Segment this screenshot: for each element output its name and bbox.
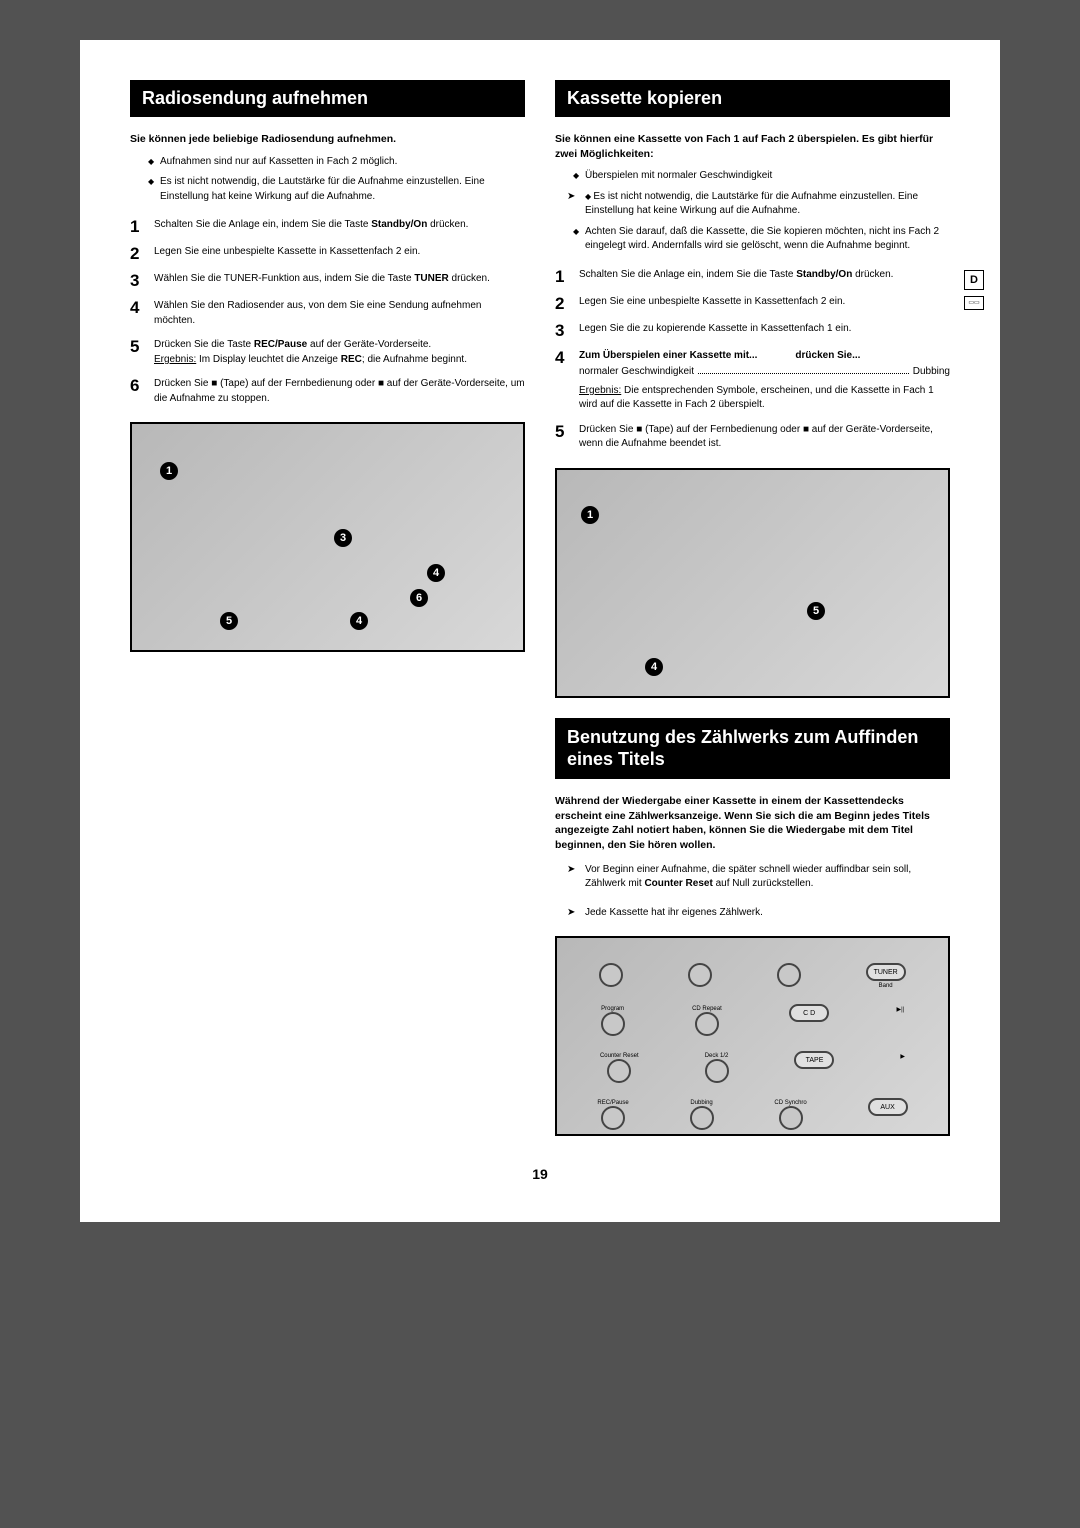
step: 5 Drücken Sie ■ (Tape) auf der Fernbedie…: [555, 423, 950, 452]
bullet-item: Es ist nicht notwendig, die Lautstärke f…: [130, 175, 525, 204]
step-number: 3: [130, 272, 154, 289]
bullet-item: Achten Sie darauf, daß die Kassette, die…: [555, 225, 950, 254]
step: 1 Schalten Sie die Anlage ein, indem Sie…: [130, 218, 525, 235]
arrow-note: Vor Beginn einer Aufnahme, die später sc…: [555, 863, 950, 892]
step-number: 3: [555, 322, 579, 339]
step: 2 Legen Sie eine unbespielte Kassette in…: [555, 295, 950, 312]
step-text: Legen Sie eine unbespielte Kassette in K…: [154, 245, 525, 262]
step-text: Wählen Sie den Radiosender aus, von dem …: [154, 299, 525, 328]
right-column: Kassette kopieren Sie können eine Kasset…: [555, 80, 950, 1136]
step: 3 Wählen Sie die TUNER-Funktion aus, ind…: [130, 272, 525, 289]
tape-button: TAPE: [794, 1051, 834, 1069]
arrow-note: Jede Kassette hat ihr eigenes Zählwerk.: [555, 906, 950, 921]
step-number: 5: [555, 423, 579, 452]
step-number: 1: [555, 268, 579, 285]
step: 4 Wählen Sie den Radiosender aus, von de…: [130, 299, 525, 328]
callout-marker: 6: [410, 589, 428, 607]
steps-copy: 1 Schalten Sie die Anlage ein, indem Sie…: [555, 268, 950, 452]
subhead-left: Zum Überspielen einer Kassette mit...: [579, 349, 795, 364]
callout-marker: 3: [334, 529, 352, 547]
step: 3 Legen Sie die zu kopierende Kassette i…: [555, 322, 950, 339]
step-text: Legen Sie die zu kopierende Kassette in …: [579, 322, 950, 339]
section-header-copy: Kassette kopieren: [555, 80, 950, 117]
step-text: Schalten Sie die Anlage ein, indem Sie d…: [154, 218, 525, 235]
callout-marker: 1: [581, 506, 599, 524]
page-number: 19: [130, 1166, 950, 1182]
aux-button: AUX: [868, 1098, 908, 1116]
subhead-right: drücken Sie...: [795, 349, 950, 364]
step-text: Schalten Sie die Anlage ein, indem Sie d…: [579, 268, 950, 285]
device-illustration-copy: 1 5 4: [555, 468, 950, 698]
callout-marker: 5: [807, 602, 825, 620]
tuner-button: TUNER: [866, 963, 906, 981]
manual-page: D ▭▭ Radiosendung aufnehmen Sie können j…: [80, 40, 1000, 1222]
cd-button: C D: [789, 1004, 829, 1022]
intro-copy: Sie können eine Kassette von Fach 1 auf …: [555, 132, 950, 161]
language-badge-group: D ▭▭: [964, 270, 984, 310]
row-right: Dubbing: [913, 365, 950, 380]
dotted-leader: [698, 370, 909, 374]
left-column: Radiosendung aufnehmen Sie können jede b…: [130, 80, 525, 1136]
intro-counter: Während der Wiedergabe einer Kassette in…: [555, 794, 950, 853]
step: 6 Drücken Sie ■ (Tape) auf der Fernbedie…: [130, 377, 525, 406]
step-number: 6: [130, 377, 154, 406]
step-number: 2: [555, 295, 579, 312]
tape-icon-badge: ▭▭: [964, 296, 984, 310]
step-text: Wählen Sie die TUNER-Funktion aus, indem…: [154, 272, 525, 289]
arrow-note: ◆ Es ist nicht notwendig, die Lautstärke…: [555, 190, 950, 219]
step-text: Zum Überspielen einer Kassette mit... dr…: [579, 349, 950, 413]
step-number: 2: [130, 245, 154, 262]
step-text: Legen Sie eine unbespielte Kassette in K…: [579, 295, 950, 312]
step: 2 Legen Sie eine unbespielte Kassette in…: [130, 245, 525, 262]
device-illustration-radio: 1 3 4 6 5 4: [130, 422, 525, 652]
step: 1 Schalten Sie die Anlage ein, indem Sie…: [555, 268, 950, 285]
button-panel-closeup: TUNERBand Program CD Repeat C D ▶|| Coun…: [555, 936, 950, 1136]
step: 5 Drücken Sie die Taste REC/Pause auf de…: [130, 338, 525, 367]
callout-marker: 4: [645, 658, 663, 676]
step: 4 Zum Überspielen einer Kassette mit... …: [555, 349, 950, 413]
step-text: Drücken Sie ■ (Tape) auf der Fernbedienu…: [154, 377, 525, 406]
step-number: 4: [555, 349, 579, 413]
step-number: 4: [130, 299, 154, 328]
callout-marker: 4: [427, 564, 445, 582]
content-columns: Radiosendung aufnehmen Sie können jede b…: [130, 80, 950, 1136]
row-left: normaler Geschwindigkeit: [579, 365, 694, 380]
section-header-counter: Benutzung des Zählwerks zum Auffinden ei…: [555, 718, 950, 779]
section-header-radio: Radiosendung aufnehmen: [130, 80, 525, 117]
callout-marker: 5: [220, 612, 238, 630]
language-badge: D: [964, 270, 984, 290]
bullet-item: Aufnahmen sind nur auf Kassetten in Fach…: [130, 155, 525, 170]
callout-marker: 1: [160, 462, 178, 480]
bullet-item: Überspielen mit normaler Geschwindigkeit: [555, 169, 950, 184]
callout-marker: 4: [350, 612, 368, 630]
step-number: 1: [130, 218, 154, 235]
steps-radio: 1 Schalten Sie die Anlage ein, indem Sie…: [130, 218, 525, 406]
intro-radio: Sie können jede beliebige Radiosendung a…: [130, 132, 525, 147]
step-number: 5: [130, 338, 154, 367]
step-text: Drücken Sie ■ (Tape) auf der Fernbedienu…: [579, 423, 950, 452]
step-text: Drücken Sie die Taste REC/Pause auf der …: [154, 338, 525, 367]
